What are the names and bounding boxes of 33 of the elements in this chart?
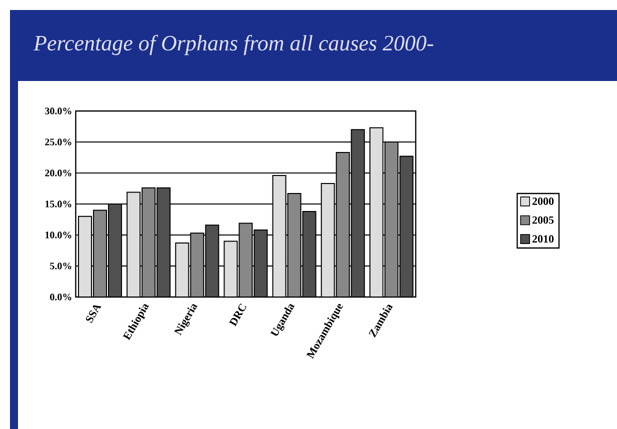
bar bbox=[142, 187, 156, 297]
bar bbox=[78, 216, 92, 297]
bar bbox=[108, 204, 122, 297]
bar bbox=[350, 129, 365, 297]
chart-title: Percentage of Orphans from all causes 2000- bbox=[33, 34, 434, 56]
bar bbox=[369, 127, 384, 297]
y-tick-label: 20.0% bbox=[45, 170, 72, 176]
bar bbox=[238, 222, 253, 297]
bar bbox=[336, 152, 350, 297]
bar bbox=[399, 156, 414, 297]
bar bbox=[126, 192, 141, 297]
bar bbox=[93, 210, 108, 297]
y-tick-label: 5.0% bbox=[50, 262, 72, 270]
bar bbox=[384, 142, 398, 297]
bar bbox=[175, 242, 190, 297]
y-tick-label: 15.0% bbox=[45, 200, 72, 208]
bar bbox=[302, 210, 316, 297]
legend-label: 2010 bbox=[532, 235, 554, 243]
y-tick-label: 30.0% bbox=[45, 108, 72, 114]
bar bbox=[205, 224, 220, 297]
bar bbox=[320, 183, 335, 297]
bar bbox=[224, 240, 238, 297]
bar bbox=[287, 192, 302, 297]
x-tick-label: SSA bbox=[86, 305, 102, 323]
y-tick-label: 10.0% bbox=[45, 232, 72, 238]
bar bbox=[272, 174, 286, 297]
y-tick-label: 25.0% bbox=[45, 138, 72, 146]
bar bbox=[254, 230, 268, 297]
legend-label: 2005 bbox=[532, 216, 554, 224]
bar bbox=[190, 232, 204, 297]
legend-label: 2000 bbox=[532, 198, 554, 205]
bar bbox=[156, 187, 171, 297]
y-tick-label: 0.0% bbox=[50, 294, 72, 300]
